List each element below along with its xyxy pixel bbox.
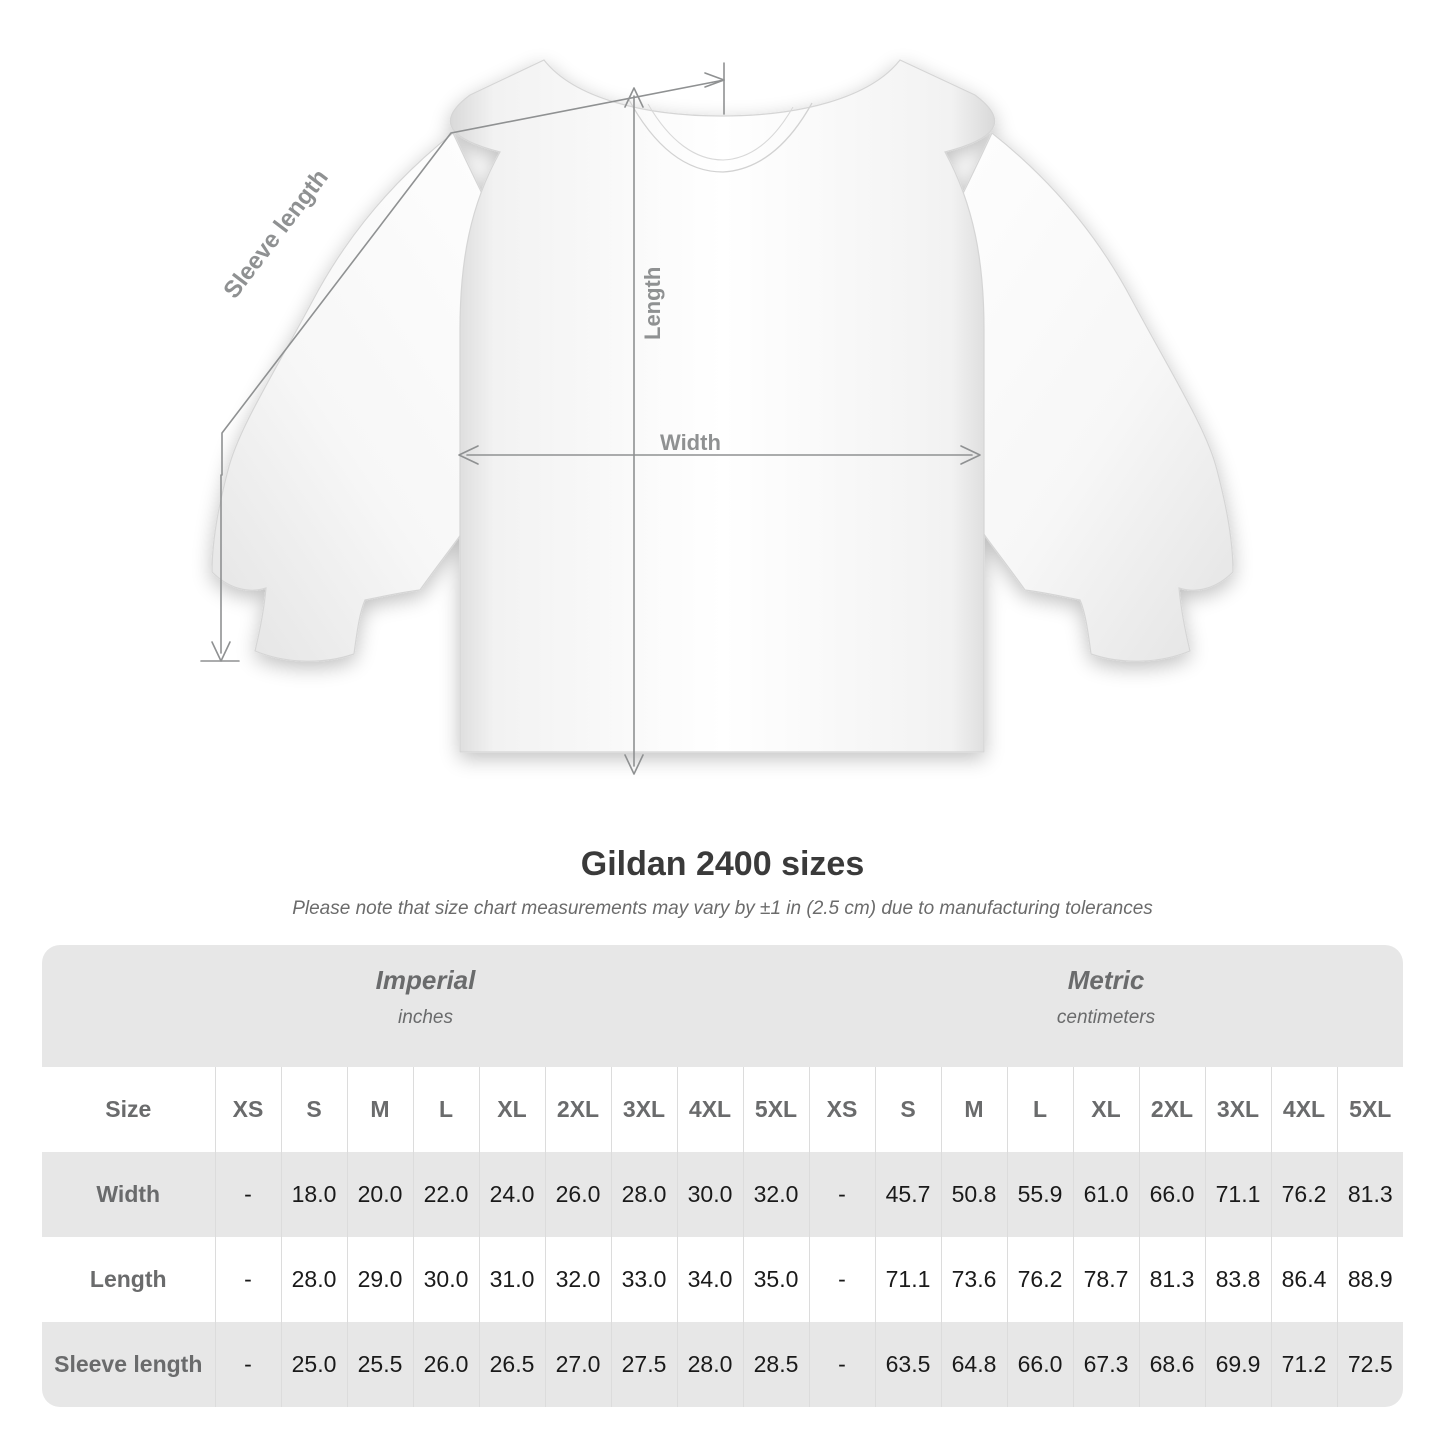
svg-text:Sleeve length: Sleeve length [218,164,333,303]
svg-text:Length: Length [640,267,665,340]
svg-text:Width: Width [660,430,721,455]
